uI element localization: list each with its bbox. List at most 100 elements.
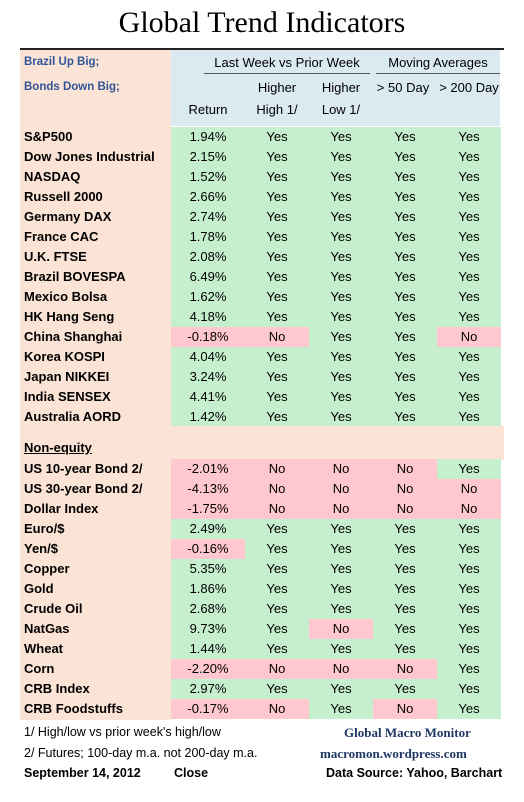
header-col-low-top: Higher [321, 80, 361, 95]
higher-low-cell: Yes [309, 187, 373, 207]
header-col-return: Return [188, 102, 228, 117]
higher-high-cell: Yes [245, 187, 309, 207]
return-cell: -0.18% [171, 327, 245, 347]
above-50day-cell: Yes [373, 579, 437, 599]
higher-high-cell: No [245, 327, 309, 347]
higher-high-cell: Yes [245, 307, 309, 327]
return-cell: 1.44% [171, 639, 245, 659]
above-200day-cell: Yes [437, 187, 501, 207]
return-cell: 4.04% [171, 347, 245, 367]
above-200day-cell: Yes [437, 619, 501, 639]
above-50day-cell: No [373, 659, 437, 679]
higher-high-cell: Yes [245, 579, 309, 599]
row-label: China Shanghai [24, 329, 123, 344]
site-link[interactable]: macromon.wordpress.com [320, 746, 467, 761]
above-200day-cell: Yes [437, 127, 501, 147]
higher-low-cell: No [309, 499, 373, 519]
row-label: France CAC [24, 229, 99, 244]
row-label: Russell 2000 [24, 189, 103, 204]
higher-low-cell: Yes [309, 679, 373, 699]
header-col-50day: > 50 Day [376, 80, 430, 95]
return-cell: 2.68% [171, 599, 245, 619]
header-group-ma: Moving Averages [388, 55, 488, 70]
row-label: Euro/$ [24, 521, 65, 536]
above-50day-cell: Yes [373, 639, 437, 659]
above-200day-cell: No [437, 499, 501, 519]
row-label: Gold [24, 581, 54, 596]
higher-high-cell: Yes [245, 347, 309, 367]
higher-low-cell: No [309, 659, 373, 679]
higher-high-cell: Yes [245, 147, 309, 167]
page-title: Global Trend Indicators [118, 6, 406, 39]
higher-low-cell: Yes [309, 599, 373, 619]
higher-high-cell: No [245, 479, 309, 499]
return-cell: 1.52% [171, 167, 245, 187]
table-row: U.K. FTSE 2.08% Yes Yes Yes Yes [20, 247, 504, 267]
row-label: NatGas [24, 621, 70, 636]
above-50day-cell: Yes [373, 227, 437, 247]
above-50day-cell: Yes [373, 347, 437, 367]
above-200day-cell: Yes [437, 207, 501, 227]
higher-high-cell: Yes [245, 227, 309, 247]
return-cell: 1.42% [171, 407, 245, 427]
above-200day-cell: Yes [437, 407, 501, 427]
table-row: US 10-year Bond 2/-2.01% No No No Yes [20, 459, 504, 479]
higher-high-cell: Yes [245, 267, 309, 287]
return-cell: 2.66% [171, 187, 245, 207]
return-cell: 1.86% [171, 579, 245, 599]
higher-low-cell: Yes [309, 147, 373, 167]
above-200day-cell: Yes [437, 599, 501, 619]
title-divider [20, 48, 504, 50]
table-row: Euro/$ 2.49% Yes Yes Yes Yes [20, 519, 504, 539]
above-200day-cell: Yes [437, 387, 501, 407]
table-row: Germany DAX 2.74% Yes Yes Yes Yes [20, 207, 504, 227]
return-cell: 9.73% [171, 619, 245, 639]
row-label: Korea KOSPI [24, 349, 105, 364]
higher-low-cell: Yes [309, 227, 373, 247]
above-50day-cell: Yes [373, 207, 437, 227]
header-ma-panel [372, 50, 500, 126]
above-50day-cell: No [373, 479, 437, 499]
table-row: S&P500 1.94% Yes Yes Yes Yes [20, 127, 504, 147]
row-label: Wheat [24, 641, 63, 656]
above-50day-cell: Yes [373, 187, 437, 207]
section-label-nonequity: Non-equity [24, 440, 92, 455]
row-label: Dollar Index [24, 501, 99, 516]
higher-low-cell: Yes [309, 367, 373, 387]
above-50day-cell: Yes [373, 539, 437, 559]
higher-low-cell: Yes [309, 247, 373, 267]
higher-low-cell: No [309, 619, 373, 639]
row-label: US 10-year Bond 2/ [24, 461, 143, 476]
return-cell: -2.01% [171, 459, 245, 479]
footnote-2: 2/ Futures; 100-day m.a. not 200-day m.a… [24, 746, 258, 760]
row-label: Brazil BOVESPA [24, 269, 126, 284]
higher-high-cell: Yes [245, 167, 309, 187]
header-note-brazil: Brazil Up Big; [24, 56, 100, 68]
return-cell: 6.49% [171, 267, 245, 287]
return-cell: 5.35% [171, 559, 245, 579]
row-label: Mexico Bolsa [24, 289, 108, 304]
date-label: September 14, 2012 [24, 766, 141, 780]
higher-low-cell: Yes [309, 287, 373, 307]
return-cell: 2.97% [171, 679, 245, 699]
row-label: Corn [24, 661, 55, 676]
above-50day-cell: Yes [373, 599, 437, 619]
above-50day-cell: No [373, 499, 437, 519]
row-label: S&P500 [24, 129, 73, 144]
table-row: CRB Index 2.97% Yes Yes Yes Yes [20, 679, 504, 699]
row-label: NASDAQ [24, 169, 81, 184]
higher-low-cell: Yes [309, 539, 373, 559]
table-row: Brazil BOVESPA 6.49% Yes Yes Yes Yes [20, 267, 504, 287]
return-cell: 4.41% [171, 387, 245, 407]
row-label: HK Hang Seng [24, 309, 115, 324]
return-cell: -4.13% [171, 479, 245, 499]
header-weekly-panel [171, 50, 372, 126]
higher-low-cell: Yes [309, 579, 373, 599]
header-group-weekly: Last Week vs Prior Week [214, 55, 360, 70]
higher-low-cell: Yes [309, 347, 373, 367]
return-cell: -2.20% [171, 659, 245, 679]
close-label: Close [174, 766, 209, 780]
row-label: India SENSEX [24, 389, 111, 404]
return-cell: 1.62% [171, 287, 245, 307]
row-label: Yen/$ [24, 541, 58, 556]
